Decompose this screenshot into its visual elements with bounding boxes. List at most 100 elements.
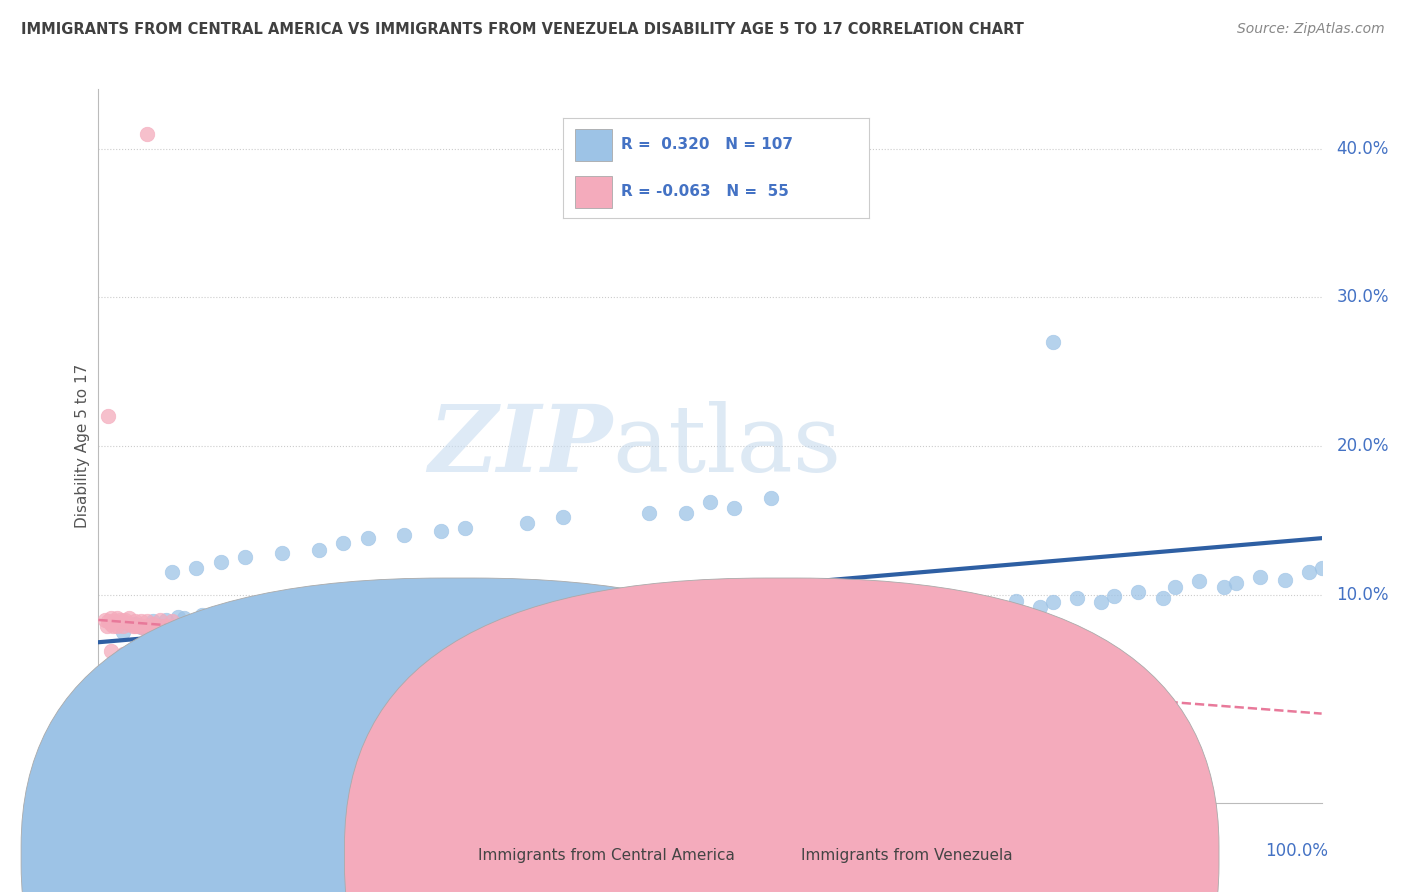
Point [295,611,318,625]
Point [233,610,256,624]
Point [418,613,440,627]
Text: 10.0%: 10.0% [1336,586,1389,604]
Point [136,127,159,141]
Point [797,610,820,624]
Point [699,604,721,618]
Point [110,613,132,627]
Point [332,642,354,657]
Point [637,608,661,623]
Point [222,613,245,627]
Point [553,510,575,524]
Point [173,619,195,633]
Point [142,615,165,629]
Point [209,608,232,623]
Point [430,617,453,632]
Point [191,608,214,623]
Point [699,495,721,509]
Point [252,608,274,623]
Point [675,506,697,520]
Point [100,611,122,625]
Point [105,619,128,633]
Point [1152,591,1174,605]
Point [111,624,134,639]
Point [149,619,172,633]
Point [186,561,208,575]
Text: Immigrants from Venezuela: Immigrants from Venezuela [801,848,1014,863]
Point [173,647,195,661]
Point [662,610,685,624]
Point [515,613,537,627]
Point [1225,575,1247,590]
Point [381,619,404,633]
Point [392,647,416,661]
Bar [575,176,612,208]
Point [100,644,122,658]
Point [209,624,232,639]
Point [319,619,342,633]
Point [1029,599,1052,614]
Point [392,608,416,623]
Point [675,613,697,627]
Point [197,615,219,630]
Point [723,613,745,627]
Point [160,619,183,633]
Point [772,606,794,620]
Point [100,617,122,632]
Point [491,615,513,629]
Text: Immigrants from Central America: Immigrants from Central America [478,848,735,863]
Point [626,619,648,633]
Point [197,624,219,638]
Point [1102,589,1125,603]
Text: atlas: atlas [612,401,841,491]
Point [270,546,294,560]
Point [761,599,783,614]
Point [101,619,124,633]
Point [173,617,195,632]
Point [228,619,250,633]
Y-axis label: Disability Age 5 to 17: Disability Age 5 to 17 [75,364,90,528]
Point [149,640,172,654]
Point [515,516,537,531]
Text: Source: ZipAtlas.com: Source: ZipAtlas.com [1237,22,1385,37]
Point [186,613,208,627]
Point [1249,570,1271,584]
Point [129,615,152,629]
Text: 0.0%: 0.0% [93,842,134,860]
Point [858,610,880,624]
Point [332,613,354,627]
Point [197,620,219,634]
Point [637,506,661,520]
Point [129,620,152,634]
Point [209,615,232,629]
Point [1212,580,1234,594]
Point [392,528,416,542]
Point [454,613,477,627]
Point [723,501,745,516]
Point [167,610,190,624]
Point [139,622,162,636]
Text: IMMIGRANTS FROM CENTRAL AMERICA VS IMMIGRANTS FROM VENEZUELA DISABILITY AGE 5 TO: IMMIGRANTS FROM CENTRAL AMERICA VS IMMIG… [21,22,1024,37]
Point [240,615,263,629]
Point [204,611,226,625]
Point [1310,561,1333,575]
Point [160,566,183,580]
Point [127,619,149,633]
Point [368,613,391,627]
Point [1164,580,1187,594]
Point [467,615,489,630]
Point [344,615,367,630]
Point [121,619,143,633]
Point [308,640,330,654]
Point [308,615,330,629]
Point [160,622,183,636]
Bar [575,128,612,161]
Point [600,613,623,627]
Point [118,617,141,632]
Point [845,606,868,620]
Point [134,622,156,636]
Point [259,613,281,627]
Point [179,619,201,633]
Point [356,531,378,545]
Point [1128,584,1150,599]
Point [527,608,550,623]
